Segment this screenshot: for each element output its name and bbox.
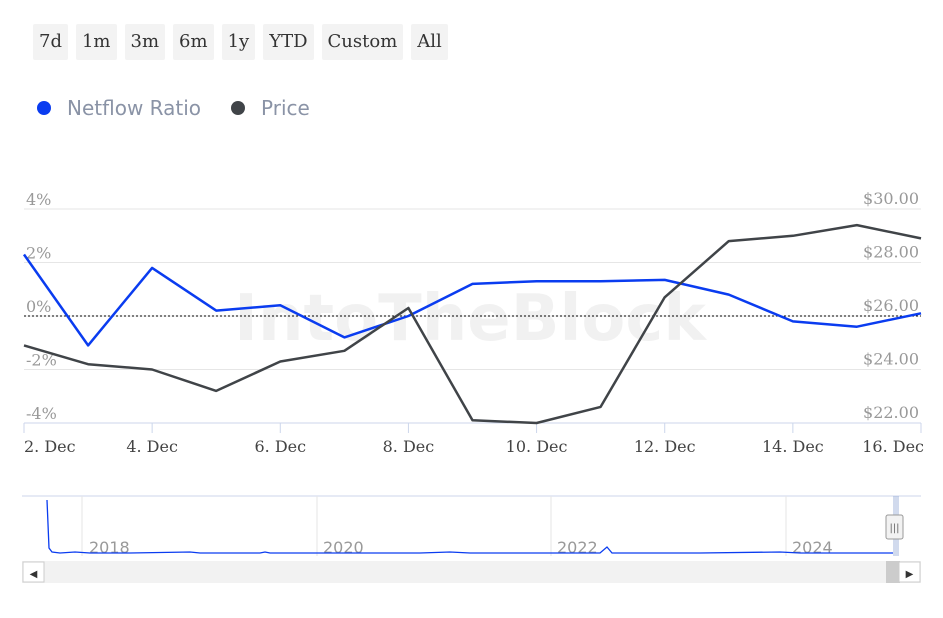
legend: Netflow Ratio Price	[37, 96, 340, 120]
grid	[24, 208, 921, 424]
range-button-6m[interactable]: 6m	[173, 24, 214, 60]
arrow-right-icon: ▶	[906, 569, 914, 580]
navigator-year-label: 2024	[792, 538, 833, 557]
x-tick-label: 6. Dec	[254, 437, 306, 456]
navigator[interactable]: 2018 2020 2022 2024 |||	[22, 495, 921, 557]
x-tick-label: 8. Dec	[383, 437, 435, 456]
range-button-all[interactable]: All	[411, 24, 448, 60]
navigator-year-label: 2018	[89, 538, 130, 557]
arrow-left-icon: ◀	[30, 569, 38, 580]
x-tick-label: 12. Dec	[634, 437, 696, 456]
navigator-handle-grip-icon: |||	[889, 523, 899, 534]
scrollbar[interactable]: ◀ ▶	[22, 561, 921, 583]
x-tick-label: 14. Dec	[762, 437, 824, 456]
scroll-left-button[interactable]	[22, 561, 45, 583]
y-axis-right: $30.00 $28.00 $26.00 $24.00 $22.00	[863, 189, 919, 422]
legend-label-netflow: Netflow Ratio	[67, 96, 202, 120]
y-left-tick-label: 2%	[26, 244, 51, 263]
y-left-tick-label: -2%	[26, 351, 57, 370]
range-button-1m[interactable]: 1m	[75, 24, 117, 60]
y-right-tick-label: $24.00	[863, 350, 919, 369]
y-right-tick-label: $26.00	[863, 296, 919, 315]
navigator-handle[interactable]	[885, 514, 904, 540]
x-axis: 2. Dec 4. Dec 6. Dec 8. Dec 10. Dec 12. Dec 14…	[23, 422, 924, 456]
range-button-1y[interactable]: 1y	[221, 24, 256, 60]
y-right-tick-label: $22.00	[863, 403, 919, 422]
series-group	[22, 223, 922, 425]
navigator-year-label: 2020	[323, 538, 364, 557]
y-left-tick-label: -4%	[26, 404, 57, 423]
x-tick-label: 10. Dec	[506, 437, 568, 456]
price-dot-icon	[231, 101, 246, 115]
navigator-year-label: 2022	[557, 538, 598, 557]
scrollbar-track[interactable]	[22, 561, 921, 583]
netflow-dot-icon	[37, 101, 51, 115]
range-button-custom[interactable]: Custom	[321, 24, 404, 60]
legend-item-price[interactable]: Price	[231, 96, 310, 120]
x-tick-label: 16. Dec	[862, 437, 924, 456]
legend-item-netflow[interactable]: Netflow Ratio	[37, 96, 201, 120]
scrollbar-thumb[interactable]	[886, 561, 900, 583]
y-left-tick-label: 4%	[26, 190, 51, 209]
x-tick-label: 4. Dec	[126, 437, 178, 456]
y-right-tick-label: $28.00	[863, 243, 919, 262]
range-selector: 7d 1m 3m 6m 1y YTD Custom All	[33, 24, 448, 60]
x-tick-label: 2. Dec	[24, 437, 76, 456]
watermark: IntoTheBlock	[234, 282, 707, 356]
range-button-ytd[interactable]: YTD	[263, 24, 314, 60]
range-button-3m[interactable]: 3m	[124, 24, 166, 60]
y-right-tick-label: $30.00	[863, 189, 919, 208]
range-button-7d[interactable]: 7d	[33, 24, 68, 60]
y-axis-left: 4% 2% 0% -2% -4%	[26, 190, 57, 423]
scroll-right-button[interactable]	[898, 561, 921, 583]
legend-label-price: Price	[261, 96, 310, 120]
y-left-tick-label: 0%	[26, 297, 51, 316]
navigator-series-line	[46, 499, 893, 554]
